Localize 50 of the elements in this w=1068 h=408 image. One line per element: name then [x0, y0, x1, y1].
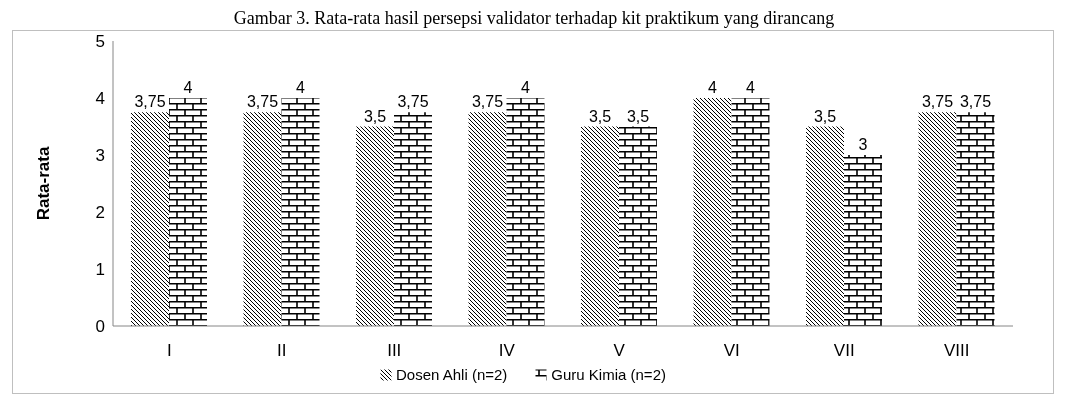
y-tick-label: 5: [95, 32, 105, 52]
bar: [731, 98, 770, 326]
x-tick-label: I: [166, 341, 172, 361]
data-label: 3,5: [813, 107, 837, 125]
data-label: 3,75: [921, 93, 954, 111]
x-tick-label: VI: [723, 341, 740, 361]
chart-title: Gambar 3. Rata-rata hasil persepsi validator terhadap kit praktikum yang dirancang: [232, 8, 836, 30]
bar: [169, 98, 207, 326]
data-label: 3: [858, 136, 868, 153]
y-tick-label: 1: [95, 260, 105, 280]
y-tick-label: 2: [95, 203, 105, 223]
bar: [956, 112, 995, 326]
data-label: 3,75: [246, 93, 279, 111]
data-label: 4: [296, 79, 306, 96]
y-tick-label: 4: [95, 89, 105, 109]
x-tick-label: IV: [498, 341, 516, 361]
legend-label: Dosen Ahli (n=2): [396, 366, 508, 383]
y-tick-label: 3: [95, 146, 105, 166]
bar: [581, 126, 619, 326]
data-label: 3,75: [959, 93, 992, 111]
x-tick-label: V: [613, 341, 626, 361]
x-tick-label: II: [277, 341, 287, 361]
bar: [356, 126, 394, 326]
bar: [131, 112, 169, 326]
data-label: 4: [183, 79, 193, 96]
data-label: 3,75: [397, 93, 429, 111]
y-axis-title: Rata-rata: [34, 146, 54, 221]
x-tick-label: VIII: [943, 341, 970, 361]
bar: [806, 126, 844, 326]
bar: [844, 155, 882, 326]
bar: [506, 98, 545, 326]
x-tick-label: III: [387, 341, 402, 361]
data-label: 4: [521, 79, 531, 96]
data-label: 4: [708, 79, 718, 96]
bar: [394, 112, 432, 326]
legend-label: Guru Kimia (n=2): [551, 366, 666, 383]
data-label: 3,75: [471, 93, 504, 111]
data-label: 3,5: [626, 107, 650, 125]
data-label: 3,5: [588, 107, 612, 125]
bar: [693, 98, 732, 326]
bar: [468, 112, 507, 326]
data-label: 4: [746, 79, 756, 96]
x-tick-label: VII: [833, 341, 855, 361]
data-label: 3,75: [134, 93, 166, 111]
bar: [918, 112, 957, 326]
bar: [619, 126, 657, 326]
bar: [243, 112, 282, 326]
data-label: 3,5: [363, 107, 387, 125]
y-tick-label: 0: [95, 317, 105, 337]
bar: [281, 98, 320, 326]
